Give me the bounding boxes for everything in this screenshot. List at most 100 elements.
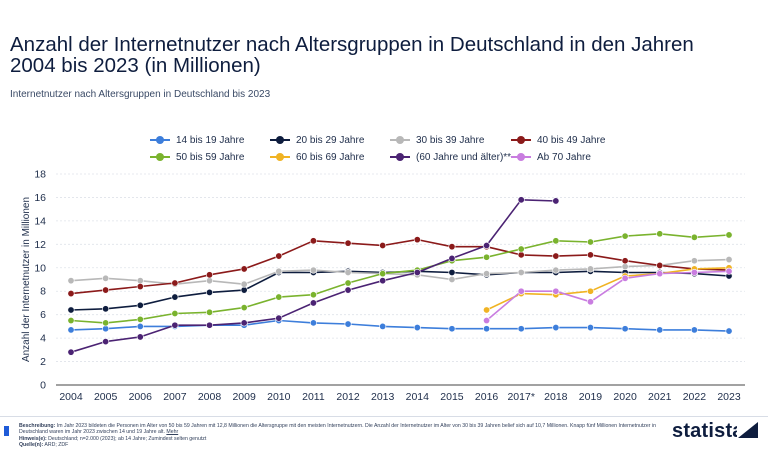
data-point: [102, 338, 110, 346]
data-point: [379, 270, 387, 278]
data-point: [136, 301, 144, 309]
legend-swatch: [270, 133, 290, 147]
footer-expand-marker[interactable]: [4, 426, 9, 436]
legend-item[interactable]: (60 Jahre und älter)**: [390, 150, 511, 164]
y-tick-label: 0: [40, 380, 46, 392]
chart-subtitle: Internetnutzer nach Altersgruppen in Deu…: [10, 89, 271, 100]
data-point: [379, 242, 387, 250]
data-point: [240, 286, 248, 294]
data-point: [240, 319, 248, 327]
data-point: [206, 271, 214, 279]
hinweise-text: Deutschland; n=2.000 (2023); ab 14 Jahre…: [48, 435, 207, 442]
legend-item[interactable]: 20 bis 29 Jahre: [270, 133, 364, 147]
hinweise-label: Hinweis(e):: [19, 435, 47, 442]
x-tick-label: 2016: [475, 391, 499, 403]
data-point: [206, 308, 214, 316]
data-point: [586, 238, 594, 246]
data-point: [517, 325, 525, 333]
legend-label: 30 bis 39 Jahre: [416, 134, 485, 146]
data-point: [136, 283, 144, 291]
data-point: [586, 265, 594, 273]
data-point: [206, 321, 214, 329]
series-line-4: [70, 233, 730, 324]
legend-dot: [276, 153, 284, 161]
data-point: [171, 279, 179, 287]
legend-label: 14 bis 19 Jahre: [176, 134, 245, 146]
x-tick-label: 2012: [336, 391, 360, 403]
line-chart: 0 2 4 6 8 10 12 14 16 18 2004 2005 2006 2007 2008 2009 2…: [21, 169, 745, 403]
data-point: [102, 319, 110, 327]
y-tick-label: 6: [40, 309, 46, 321]
data-point: [483, 242, 491, 250]
legend-dot: [396, 153, 404, 161]
y-tick-label: 10: [34, 262, 46, 274]
data-point: [67, 306, 75, 314]
x-tick-label: 2021: [648, 391, 672, 403]
legend-item[interactable]: 30 bis 39 Jahre: [390, 133, 484, 147]
x-tick-label: 2008: [198, 391, 222, 403]
series-line-2: [70, 258, 730, 285]
data-point: [309, 319, 317, 327]
data-point: [240, 304, 248, 312]
legend-item[interactable]: 40 bis 49 Jahre: [511, 133, 605, 147]
beschreibung-label: Beschreibung:: [19, 423, 56, 429]
quellen-text: ARD; ZDF: [44, 441, 69, 448]
legend-item[interactable]: 14 bis 19 Jahre: [150, 133, 244, 147]
data-point: [517, 251, 525, 259]
x-tick-label: 2015: [440, 391, 464, 403]
legend-dot: [276, 136, 284, 144]
legend-swatch: [270, 150, 290, 164]
data-point: [517, 287, 525, 295]
data-point: [240, 280, 248, 288]
data-point: [725, 231, 733, 239]
data-point: [552, 266, 560, 274]
data-point: [67, 326, 75, 334]
data-point: [448, 268, 456, 276]
data-point: [344, 239, 352, 247]
data-point: [725, 267, 733, 275]
data-point: [656, 261, 664, 269]
x-tick-label: 2020: [613, 391, 637, 403]
data-point: [379, 322, 387, 330]
legend-swatch: [511, 133, 531, 147]
data-point: [136, 333, 144, 341]
legend-dot: [156, 153, 164, 161]
data-point: [379, 277, 387, 285]
legend-swatch: [150, 133, 170, 147]
data-point: [344, 268, 352, 276]
legend-dot: [517, 136, 525, 144]
legend-item[interactable]: 50 bis 59 Jahre: [150, 150, 244, 164]
data-point: [586, 298, 594, 306]
data-point: [171, 321, 179, 329]
data-point: [552, 287, 560, 295]
data-point: [67, 277, 75, 285]
legend-item[interactable]: 60 bis 69 Jahre: [270, 150, 364, 164]
y-tick-label: 18: [34, 169, 46, 181]
x-tick-label: 2006: [129, 391, 153, 403]
data-point: [586, 251, 594, 259]
data-point: [690, 257, 698, 265]
chart-legend: 14 bis 19 Jahre 20 bis 29 Jahre 30 bis 39 …: [0, 0, 768, 170]
footer-text: Beschreibung: Im Jahr 2023 bildeten die …: [19, 423, 659, 448]
data-point: [344, 286, 352, 294]
y-tick-label: 14: [34, 215, 46, 227]
data-point: [171, 309, 179, 317]
legend-label: 40 bis 49 Jahre: [537, 134, 606, 146]
data-point: [309, 266, 317, 274]
legend-swatch: [390, 133, 410, 147]
data-point: [621, 263, 629, 271]
data-point: [552, 324, 560, 332]
data-point: [309, 291, 317, 299]
data-point: [309, 237, 317, 245]
data-point: [656, 326, 664, 334]
legend-item[interactable]: Ab 70 Jahre: [511, 150, 591, 164]
mehr-link[interactable]: Mehr: [166, 429, 179, 436]
x-tick-label: 2009: [232, 391, 256, 403]
data-point: [586, 324, 594, 332]
legend-dot: [156, 136, 164, 144]
data-point: [67, 290, 75, 298]
data-point: [309, 299, 317, 307]
x-tick-label: 2004: [59, 391, 83, 403]
data-point: [448, 325, 456, 333]
data-point: [725, 327, 733, 335]
